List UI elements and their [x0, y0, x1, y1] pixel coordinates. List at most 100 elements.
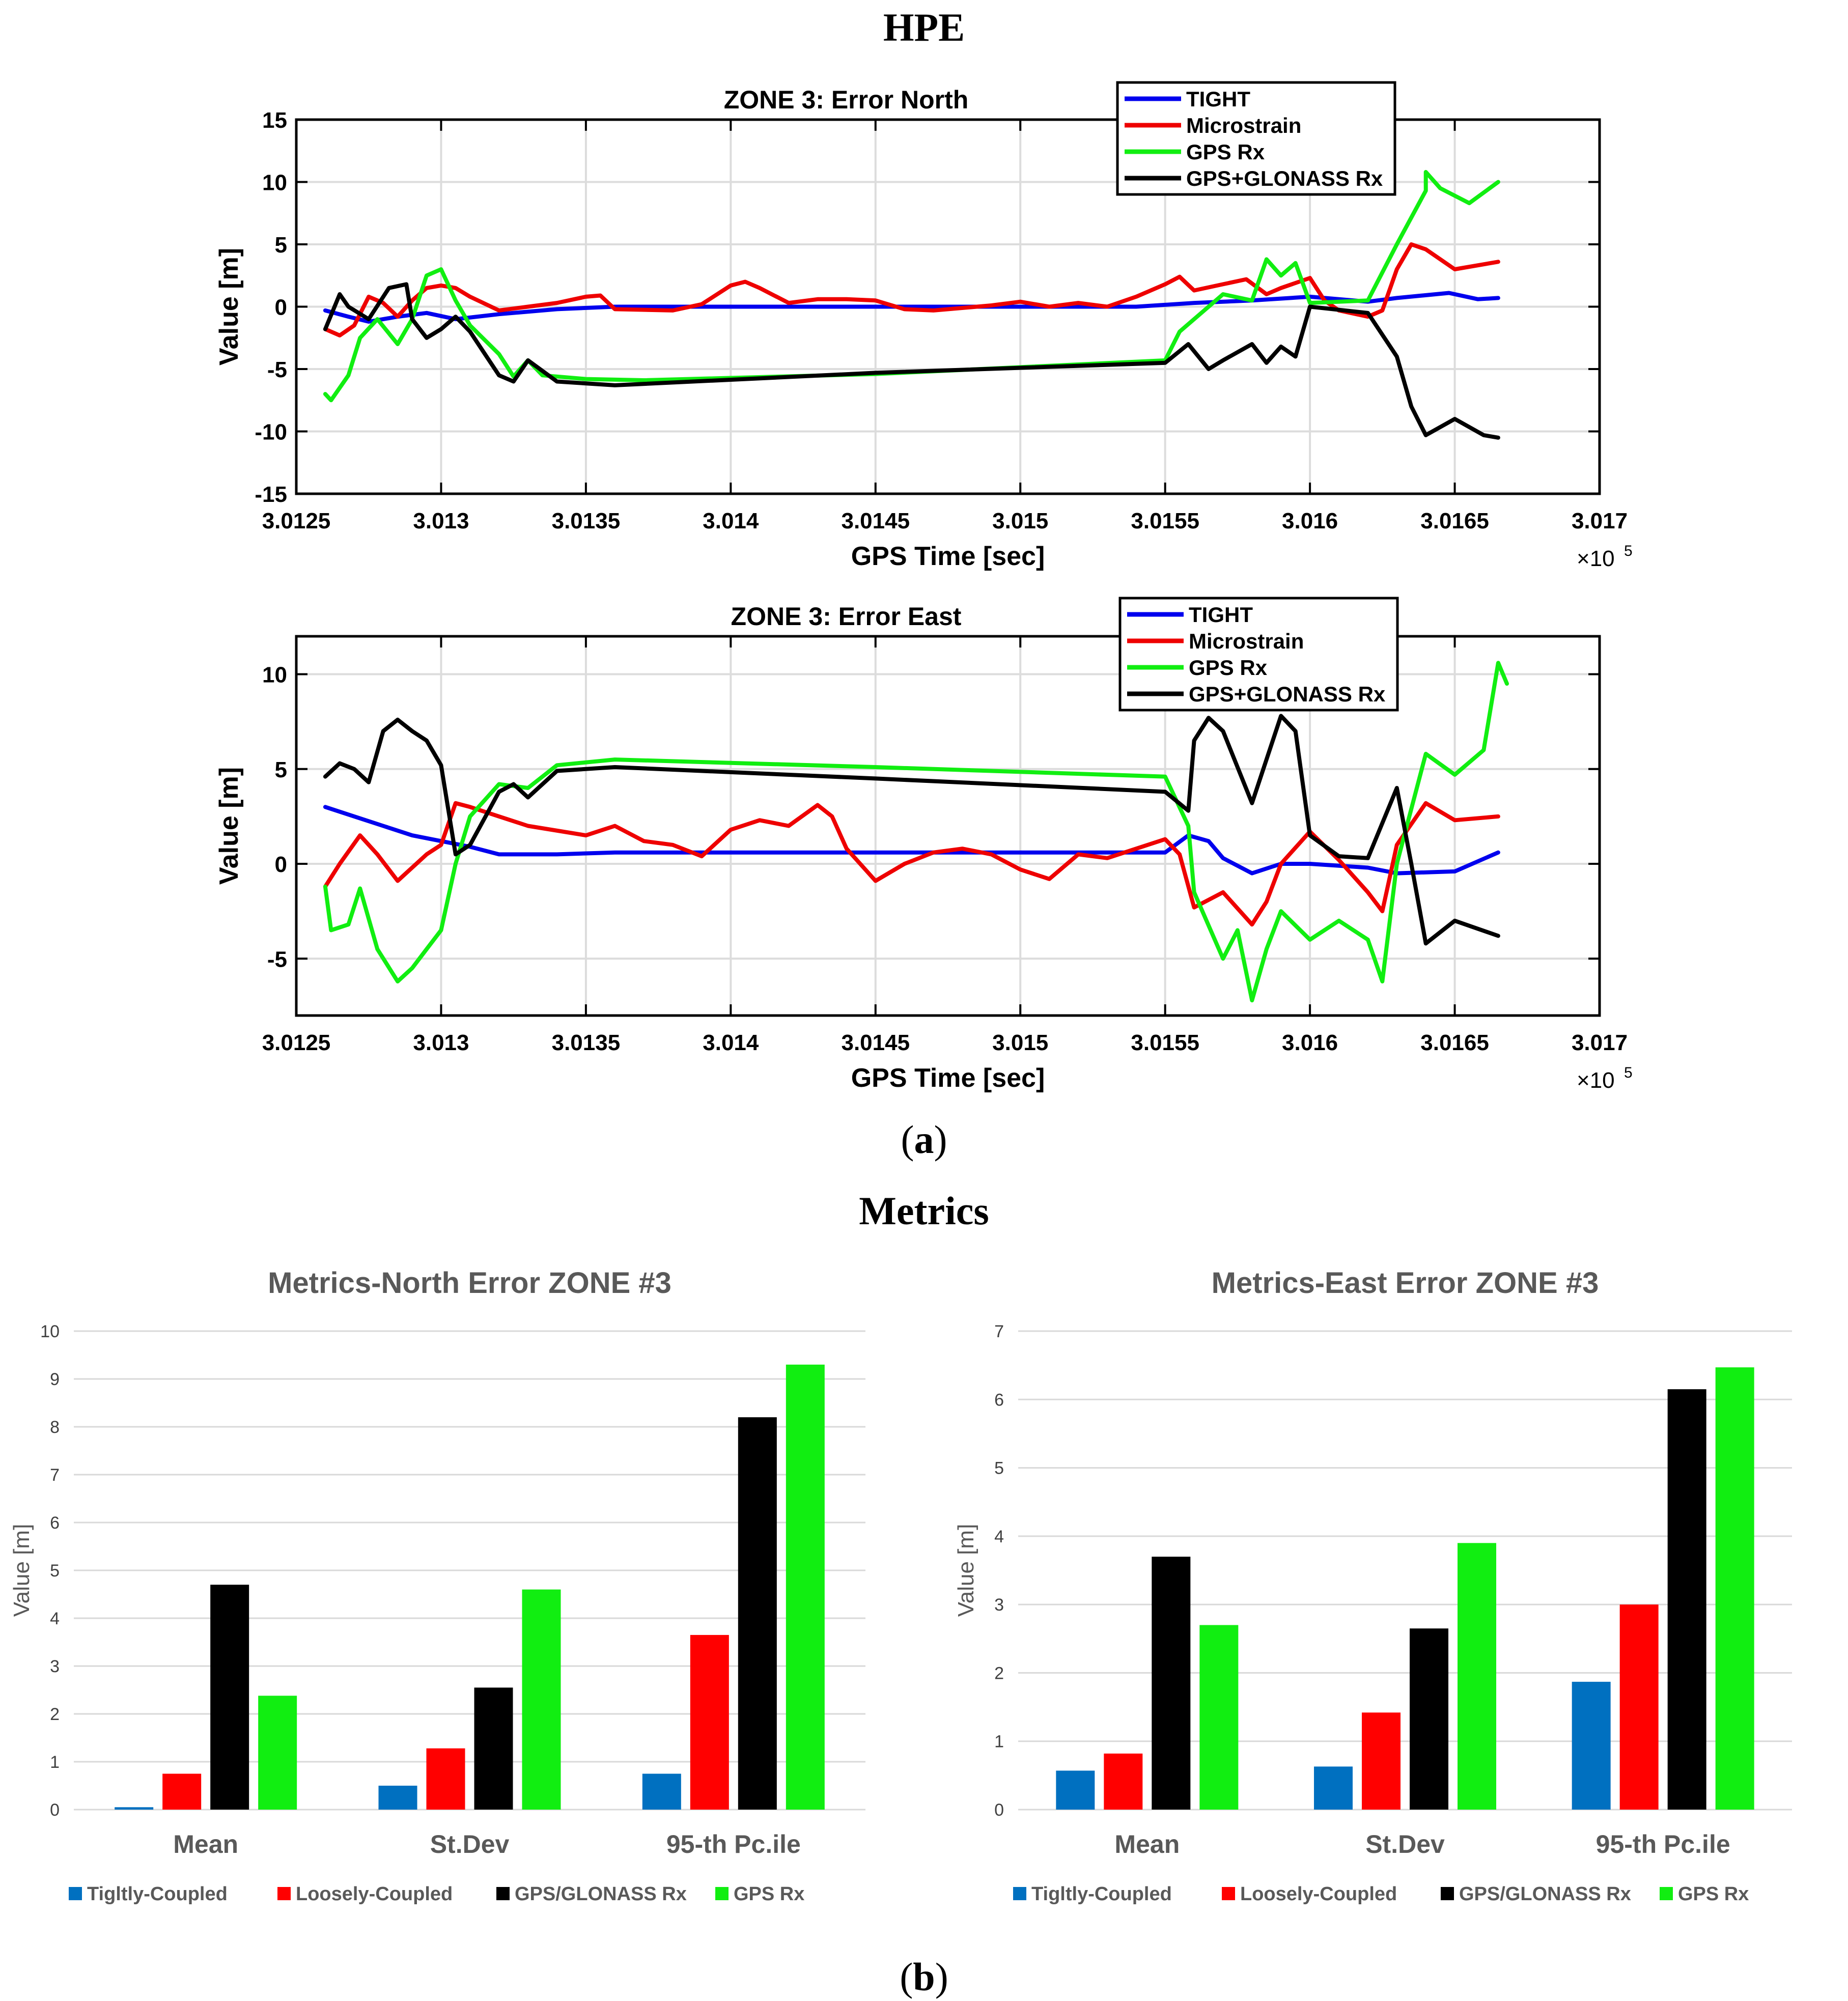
x-tick-label: 3.0145: [841, 509, 910, 533]
x-tick-label: 3.0155: [1131, 509, 1199, 533]
y-tick-label: 2: [50, 1705, 60, 1724]
legend-swatch: [69, 1887, 82, 1900]
legend-swatch: [277, 1887, 291, 1900]
bar-95-th-pc-ile-gps-glonass-rx: [1667, 1389, 1706, 1810]
x-tick-label: 3.015: [992, 509, 1048, 533]
caption-b-open: (: [900, 1955, 913, 1999]
x-tick-label: 3.017: [1572, 1030, 1628, 1055]
bar-st-dev-gps-glonass-rx: [474, 1687, 513, 1810]
x-tick-label: 3.015: [992, 1030, 1048, 1055]
y-tick-label: -5: [267, 947, 287, 972]
bar-95-th-pc-ile-gps-glonass-rx: [738, 1417, 777, 1810]
y-tick-label: -5: [267, 357, 287, 382]
legend-label: GPS Rx: [1189, 656, 1268, 680]
bar-st-dev-loosely-coupled: [426, 1748, 465, 1810]
legend-swatch: [496, 1887, 510, 1900]
caption-a-open: (: [901, 1117, 914, 1162]
y-tick-label: 1: [994, 1732, 1004, 1752]
y-axis-label: Value [m]: [214, 767, 244, 885]
x-exponent-label: ×10: [1577, 546, 1615, 571]
legend-label: GPS/GLONASS Rx: [1459, 1883, 1631, 1905]
x-exponent-power: 5: [1624, 1064, 1633, 1081]
x-tick-label: 3.014: [703, 1030, 759, 1055]
bar-mean-loosely-coupled: [1104, 1753, 1143, 1810]
bar-mean-gps-rx: [1199, 1625, 1239, 1810]
y-tick-label: 5: [994, 1459, 1004, 1478]
legend-label: Tigltly-Coupled: [1031, 1883, 1172, 1905]
series-line-tight: [323, 805, 1500, 876]
x-exponent-label: ×10: [1577, 1068, 1615, 1093]
bar-95-th-pc-ile-loosely-coupled: [1619, 1604, 1659, 1810]
legend-label: Loosely-Coupled: [1240, 1883, 1397, 1905]
y-axis-label: Value [m]: [954, 1524, 978, 1617]
y-tick-label: 5: [275, 757, 287, 782]
legend-label: GPS Rx: [1678, 1883, 1749, 1905]
y-axis-label: Value [m]: [9, 1524, 34, 1617]
y-tick-label: 3: [50, 1657, 60, 1676]
category-label: St.Dev: [1365, 1830, 1445, 1858]
bar-95-th-pc-ile-tigltly-coupled: [642, 1773, 681, 1810]
y-tick-label: 0: [275, 295, 287, 320]
legend-swatch: [715, 1887, 729, 1900]
bar-mean-gps-rx: [258, 1696, 297, 1810]
y-tick-label: 10: [262, 171, 287, 195]
x-exponent-power: 5: [1624, 543, 1633, 559]
bar-st-dev-tigltly-coupled: [378, 1786, 417, 1810]
y-tick-label: 5: [50, 1561, 60, 1581]
section-title-hpe: HPE: [883, 5, 965, 49]
legend-label: GPS Rx: [734, 1883, 804, 1905]
x-tick-label: 3.0165: [1420, 509, 1489, 533]
y-tick-label: 6: [50, 1513, 60, 1533]
caption-b-letter: b: [913, 1955, 935, 1999]
y-tick-label: 10: [40, 1322, 60, 1341]
plot-frame: [295, 635, 1601, 1017]
y-tick-label: 5: [275, 233, 287, 258]
legend-swatch: [1660, 1887, 1673, 1900]
category-label: 95-th Pc.ile: [666, 1830, 801, 1858]
chart-title: ZONE 3: Error East: [731, 602, 962, 631]
line-chart-north: 3.0125 3.013 3.0135 3.014 3.0145 3.015 3.0155 3…: [214, 81, 1633, 571]
legend-label: Microstrain: [1189, 629, 1304, 653]
legend-swatch: [1013, 1887, 1026, 1900]
legend-label: GPS+GLONASS Rx: [1186, 166, 1383, 190]
x-tick-label: 3.016: [1282, 509, 1338, 533]
y-tick-label: 2: [994, 1664, 1004, 1683]
series-line-microstrain: [323, 242, 1500, 337]
chart-title: ZONE 3: Error North: [724, 86, 969, 114]
y-tick-label: 4: [994, 1527, 1004, 1546]
legend-label: TIGHT: [1186, 87, 1250, 111]
bar-95-th-pc-ile-gps-rx: [786, 1364, 825, 1810]
category-label: 95-th Pc.ile: [1596, 1830, 1730, 1858]
y-tick-label: 0: [994, 1800, 1004, 1820]
x-tick-label: 3.0135: [552, 509, 621, 533]
y-tick-label: -10: [255, 420, 287, 445]
x-axis-label: GPS Time [sec]: [851, 1063, 1045, 1093]
legend-swatch: [1441, 1887, 1454, 1900]
legend-swatch: [1222, 1887, 1235, 1900]
caption-a-letter: a: [914, 1117, 934, 1162]
y-tick-label: 9: [50, 1370, 60, 1389]
bar-95-th-pc-ile-loosely-coupled: [690, 1634, 729, 1810]
caption-b: (b): [900, 1955, 948, 1999]
caption-b-close: ): [935, 1955, 948, 1999]
bar-st-dev-gps-rx: [522, 1589, 561, 1810]
y-tick-label: 3: [994, 1595, 1004, 1615]
bar-st-dev-gps-rx: [1458, 1543, 1496, 1810]
category-label: Mean: [173, 1830, 238, 1858]
y-tick-label: 1: [50, 1753, 60, 1772]
plot-frame: [295, 118, 1601, 495]
x-tick-label: 3.014: [703, 509, 759, 533]
series-line-gps-glonass-rx: [323, 282, 1500, 440]
y-tick-label: 0: [50, 1800, 60, 1820]
caption-a: (a): [901, 1117, 947, 1162]
x-tick-label: 3.0125: [262, 509, 331, 533]
bar-chart-east: 0 1 2 3 4 5 6 7 Mean St.Dev 95-th Pc.ile Metrics-Ea…: [954, 1266, 1792, 1905]
y-tick-label: 7: [994, 1322, 1004, 1341]
series-line-microstrain: [323, 801, 1500, 927]
x-tick-label: 3.0125: [262, 1030, 331, 1055]
chart-title: Metrics-North Error ZONE #3: [268, 1266, 671, 1300]
